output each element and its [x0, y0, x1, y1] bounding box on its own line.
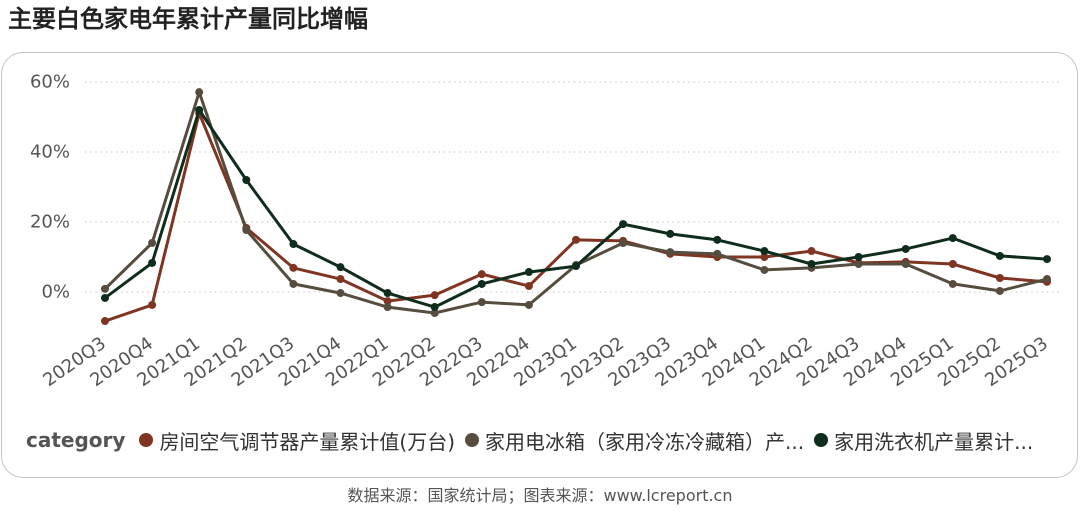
legend-swatch-icon	[465, 433, 480, 447]
data-point	[713, 235, 722, 244]
data-point	[760, 265, 769, 274]
data-point	[101, 317, 109, 326]
data-point	[242, 226, 251, 235]
series-line	[103, 108, 1049, 309]
data-point	[666, 229, 675, 238]
data-point	[854, 260, 863, 268]
data-point	[948, 234, 957, 243]
data-point	[1043, 255, 1051, 264]
data-point	[1043, 275, 1051, 284]
data-point	[101, 293, 109, 302]
data-point	[854, 253, 863, 261]
legend-item-air-conditioner: 房间空气调节器产量累计值(万台)	[139, 426, 455, 455]
series-1	[101, 88, 1051, 317]
data-point	[289, 279, 298, 288]
series-0	[101, 109, 1051, 326]
source-footer: 数据来源：国家统计局；图表来源：www.lcreport.cn	[347, 486, 733, 505]
data-point	[101, 284, 109, 293]
data-point	[572, 235, 580, 244]
legend-label: 家用电冰箱（家用冷冻冷藏箱）产...	[485, 429, 805, 454]
data-point	[477, 298, 486, 307]
data-point	[289, 263, 298, 272]
y-tick-label: 0%	[41, 282, 70, 303]
data-point	[242, 176, 251, 184]
legend-title: category	[26, 428, 126, 452]
data-point	[195, 106, 204, 114]
data-point	[619, 220, 628, 229]
data-point	[807, 260, 816, 268]
data-point	[148, 258, 157, 267]
data-point	[524, 300, 533, 309]
data-point	[760, 253, 769, 261]
legend-item-washing-machine: 家用洗衣机产量累计...	[814, 426, 1033, 455]
legend-item-refrigerator: 家用电冰箱（家用冷冻冷藏箱）产...	[465, 426, 804, 455]
legend-label: 家用洗衣机产量累计...	[834, 429, 1034, 454]
data-point	[807, 247, 816, 256]
data-point	[383, 297, 392, 306]
data-point	[336, 275, 345, 284]
data-point	[195, 88, 204, 97]
data-point	[524, 282, 533, 291]
data-point	[477, 270, 486, 279]
legend-swatch-icon	[139, 433, 154, 447]
y-tick-label: 20%	[30, 212, 70, 233]
data-point	[430, 291, 439, 300]
data-point	[995, 251, 1004, 260]
data-point	[383, 303, 392, 312]
data-point	[430, 309, 439, 317]
legend-label: 房间空气调节器产量累计值(万台)	[159, 429, 456, 454]
x-axis: 2020Q32020Q42021Q12021Q22021Q32021Q42022…	[39, 333, 1052, 391]
data-point	[430, 303, 439, 312]
data-point	[713, 249, 722, 258]
data-point	[148, 239, 157, 247]
series-line	[103, 90, 1049, 315]
data-point	[666, 248, 675, 257]
data-point	[383, 289, 392, 298]
data-point	[524, 268, 533, 277]
data-point	[948, 279, 957, 288]
data-point	[336, 263, 345, 272]
series-2	[101, 106, 1051, 312]
data-point	[289, 240, 298, 249]
data-point	[948, 260, 957, 268]
data-point	[477, 279, 486, 288]
data-point	[760, 247, 769, 256]
data-point	[336, 289, 345, 298]
data-point	[572, 262, 580, 271]
legend-swatch-icon	[814, 433, 829, 447]
legend: category 房间空气调节器产量累计值(万台) 家用电冰箱（家用冷冻冷藏箱）…	[26, 426, 1043, 455]
y-tick-label: 40%	[30, 142, 70, 163]
series-line	[103, 111, 1049, 323]
chart-panel	[1, 52, 1078, 478]
data-point	[148, 300, 157, 309]
y-tick-label: 60%	[30, 72, 70, 93]
data-point	[619, 239, 628, 247]
data-point	[901, 244, 910, 253]
chart-title: 主要白色家电年累计产量同比增幅	[8, 5, 368, 33]
data-point	[901, 260, 910, 268]
y-axis: 0% 20% 40% 60%	[30, 72, 70, 303]
data-point	[995, 286, 1004, 295]
data-point	[995, 274, 1004, 282]
